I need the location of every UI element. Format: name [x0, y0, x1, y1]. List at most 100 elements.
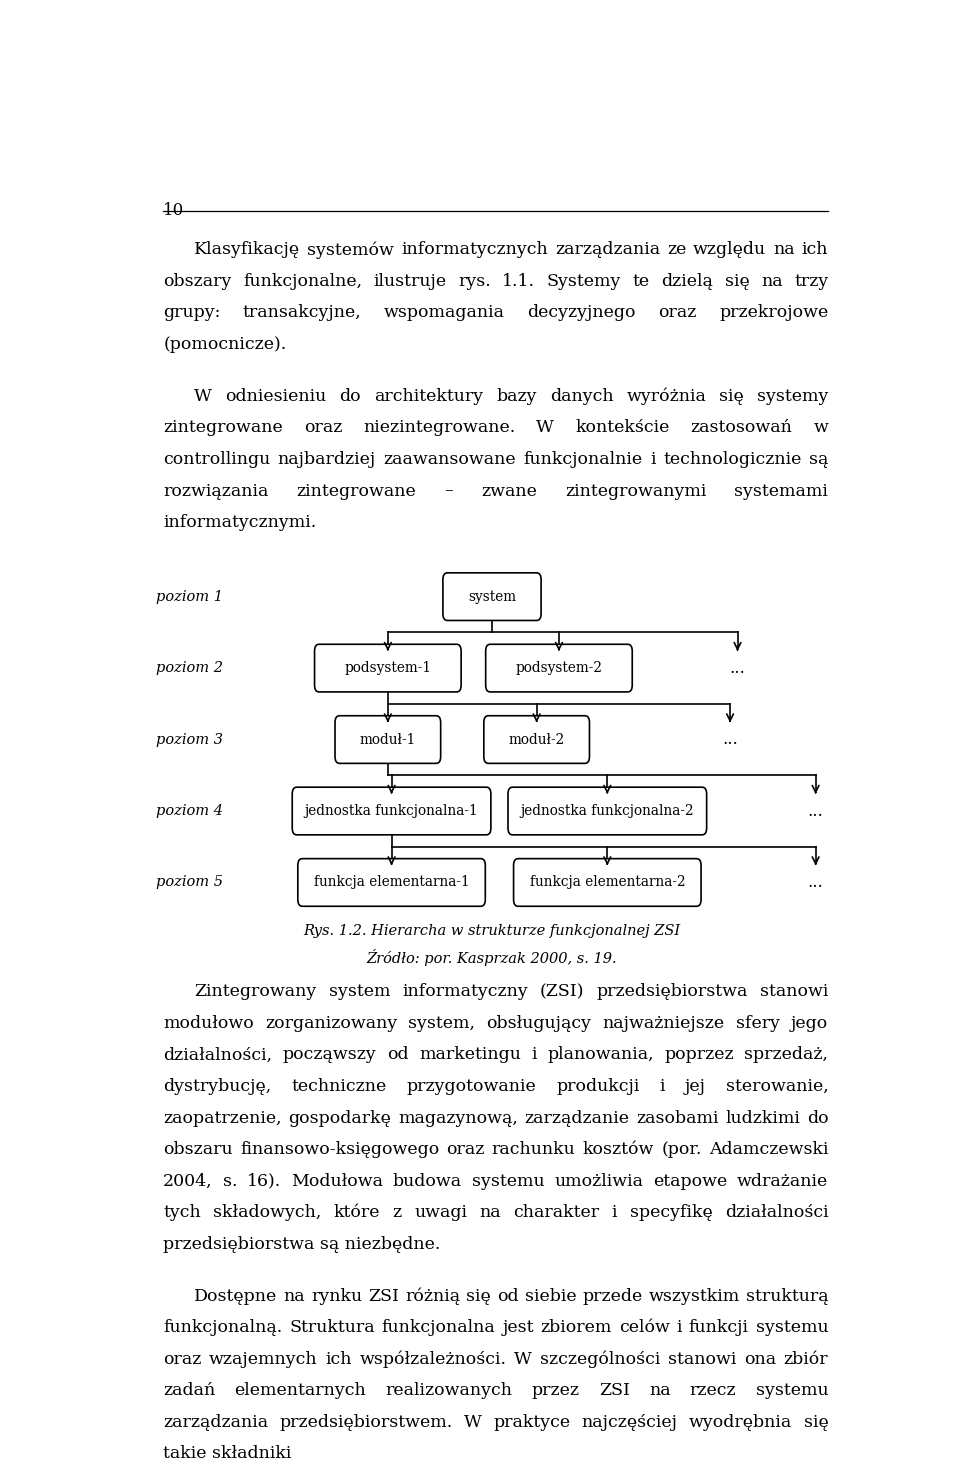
- Text: systemu: systemu: [471, 1173, 544, 1190]
- Text: ZSI: ZSI: [599, 1382, 630, 1399]
- Text: ZSI: ZSI: [369, 1287, 399, 1305]
- Text: informatycznych: informatycznych: [401, 242, 548, 258]
- Text: rozwiązania: rozwiązania: [163, 483, 269, 499]
- Text: działalności: działalności: [725, 1203, 828, 1221]
- Text: się: się: [719, 387, 744, 405]
- Text: specyfikę: specyfikę: [630, 1203, 712, 1221]
- Text: przygotowanie: przygotowanie: [406, 1078, 536, 1094]
- Text: najbardziej: najbardziej: [277, 451, 376, 468]
- Text: takie składniki: takie składniki: [163, 1445, 292, 1463]
- Text: najważniejsze: najważniejsze: [603, 1015, 725, 1033]
- Text: W: W: [194, 387, 212, 405]
- Text: poziom 1: poziom 1: [156, 589, 223, 604]
- Text: Systemy: Systemy: [547, 273, 621, 290]
- Text: Adamczewski: Adamczewski: [708, 1142, 828, 1158]
- Text: przedsiębiorstwa są niezbędne.: przedsiębiorstwa są niezbędne.: [163, 1236, 441, 1252]
- Text: przede: przede: [582, 1287, 642, 1305]
- Text: ze: ze: [667, 242, 686, 258]
- Text: kontekście: kontekście: [575, 420, 670, 436]
- Text: architektury: architektury: [374, 387, 483, 405]
- Text: zintegrowanymi: zintegrowanymi: [565, 483, 707, 499]
- Text: podsystem-2: podsystem-2: [516, 661, 603, 675]
- Text: charakter: charakter: [514, 1203, 599, 1221]
- Text: jednostka funkcjonalna-1: jednostka funkcjonalna-1: [304, 804, 478, 818]
- Text: system: system: [468, 589, 516, 604]
- Text: są: są: [809, 451, 828, 468]
- Text: najczęściej: najczęściej: [582, 1414, 678, 1430]
- Text: Źródło: por. Kasprzak 2000, s. 19.: Źródło: por. Kasprzak 2000, s. 19.: [367, 950, 617, 966]
- FancyBboxPatch shape: [315, 644, 461, 692]
- Text: system,: system,: [408, 1015, 475, 1033]
- Text: na: na: [283, 1287, 305, 1305]
- Text: siebie: siebie: [525, 1287, 576, 1305]
- Text: moduł-1: moduł-1: [360, 732, 416, 747]
- Text: Zintegrowany: Zintegrowany: [194, 984, 317, 1000]
- Text: ...: ...: [722, 731, 738, 748]
- Text: systemu: systemu: [756, 1382, 828, 1399]
- Text: podsystem-1: podsystem-1: [345, 661, 431, 675]
- Text: techniczne: techniczne: [291, 1078, 387, 1094]
- Text: celów: celów: [619, 1320, 670, 1336]
- Text: się: się: [467, 1287, 492, 1305]
- Text: działalności,: działalności,: [163, 1046, 273, 1064]
- Text: –: –: [444, 483, 453, 499]
- Text: przekrojowe: przekrojowe: [719, 305, 828, 321]
- Text: informatycznymi.: informatycznymi.: [163, 514, 317, 532]
- Text: i: i: [531, 1046, 537, 1064]
- Text: ich: ich: [802, 242, 828, 258]
- Text: na: na: [761, 273, 782, 290]
- Text: Klasyfikację: Klasyfikację: [194, 242, 300, 258]
- Text: Rys. 1.2. Hierarcha w strukturze funkcjonalnej ZSI: Rys. 1.2. Hierarcha w strukturze funkcjo…: [303, 925, 681, 938]
- Text: sprzedaż,: sprzedaż,: [744, 1046, 828, 1064]
- Text: funkcjonalna: funkcjonalna: [382, 1320, 495, 1336]
- FancyBboxPatch shape: [298, 859, 486, 906]
- FancyBboxPatch shape: [335, 716, 441, 763]
- Text: produkcji: produkcji: [556, 1078, 639, 1094]
- Text: i: i: [612, 1203, 617, 1221]
- Text: sterowanie,: sterowanie,: [726, 1078, 828, 1094]
- FancyBboxPatch shape: [486, 644, 633, 692]
- Text: zbiór: zbiór: [783, 1351, 828, 1367]
- Text: systemy: systemy: [756, 387, 828, 405]
- Text: ona: ona: [744, 1351, 776, 1367]
- Text: wyodrębnia: wyodrębnia: [689, 1414, 792, 1430]
- Text: informatyczny: informatyczny: [402, 984, 528, 1000]
- Text: zadań: zadań: [163, 1382, 215, 1399]
- Text: sfery: sfery: [736, 1015, 780, 1033]
- Text: zasobami: zasobami: [636, 1109, 718, 1127]
- Text: finansowo-księgowego: finansowo-księgowego: [240, 1142, 439, 1158]
- Text: uwagi: uwagi: [414, 1203, 468, 1221]
- Text: rachunku: rachunku: [492, 1142, 576, 1158]
- Text: zintegrowane: zintegrowane: [163, 420, 283, 436]
- Text: systemów: systemów: [307, 242, 395, 259]
- Text: 1.1.: 1.1.: [502, 273, 536, 290]
- Text: rynku: rynku: [311, 1287, 362, 1305]
- Text: W: W: [515, 1351, 532, 1367]
- Text: szczególności: szczególności: [540, 1351, 660, 1368]
- Text: zorganizowany: zorganizowany: [265, 1015, 397, 1033]
- Text: i: i: [660, 1078, 664, 1094]
- Text: wzajemnych: wzajemnych: [209, 1351, 318, 1367]
- Text: moduł-2: moduł-2: [509, 732, 564, 747]
- Text: zaawansowane: zaawansowane: [384, 451, 516, 468]
- Text: jest: jest: [502, 1320, 534, 1336]
- Text: na: na: [479, 1203, 501, 1221]
- Text: transakcyjne,: transakcyjne,: [243, 305, 362, 321]
- Text: współzależności.: współzależności.: [360, 1351, 507, 1368]
- Text: jego: jego: [791, 1015, 828, 1033]
- Text: kosztów: kosztów: [583, 1142, 654, 1158]
- Text: te: te: [633, 273, 650, 290]
- Text: obszaru: obszaru: [163, 1142, 232, 1158]
- Text: danych: danych: [550, 387, 613, 405]
- Text: zastosowań: zastosowań: [690, 420, 792, 436]
- Text: decyzyjnego: decyzyjnego: [527, 305, 636, 321]
- Text: s.: s.: [223, 1173, 237, 1190]
- Text: wszystkim: wszystkim: [648, 1287, 740, 1305]
- FancyBboxPatch shape: [484, 716, 589, 763]
- Text: technologicznie: technologicznie: [663, 451, 802, 468]
- Text: etapowe: etapowe: [653, 1173, 728, 1190]
- Text: poziom 3: poziom 3: [156, 732, 223, 747]
- Text: praktyce: praktyce: [493, 1414, 570, 1430]
- Text: poziom 5: poziom 5: [156, 875, 223, 890]
- Text: 16).: 16).: [247, 1173, 281, 1190]
